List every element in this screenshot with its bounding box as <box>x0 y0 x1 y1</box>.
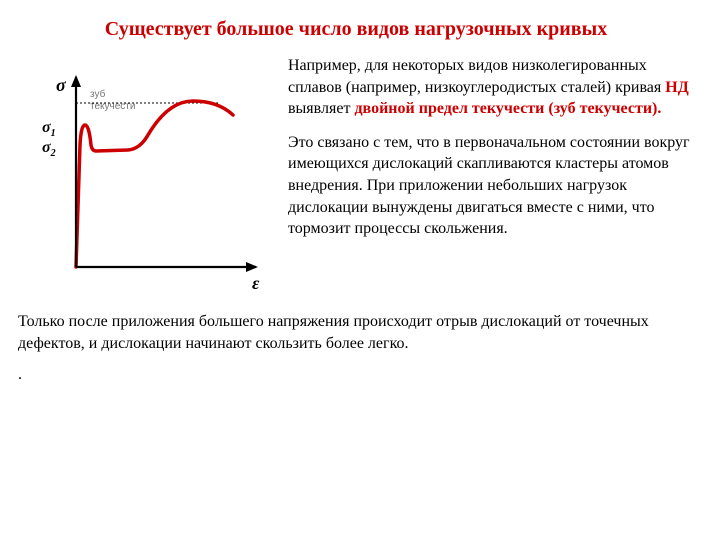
para1-mid: выявляет <box>288 100 354 117</box>
right-text-block: Например, для некоторых видов низколегир… <box>288 55 694 295</box>
paragraph-1: Например, для некоторых видов низколегир… <box>288 55 694 120</box>
svg-text:σ1: σ1 <box>42 119 56 139</box>
svg-text:текучести: текучести <box>90 101 135 112</box>
svg-text:ε: ε <box>252 273 260 293</box>
top-row: σ ε σ1σ2 зубтекучести Например, для некотор… <box>18 55 694 295</box>
paragraph-3: Только после приложения большего напряже… <box>18 311 694 354</box>
para1-nd: НД <box>665 79 688 96</box>
bottom-text-block: Только после приложения большего напряже… <box>18 311 694 386</box>
para1-tooth: двойной предел текучести (зуб текучести)… <box>354 100 661 117</box>
svg-text:σ: σ <box>56 75 67 95</box>
slide-title: Существует большое число видов нагрузочн… <box>18 18 694 41</box>
svg-text:σ2: σ2 <box>42 139 56 159</box>
trailing-dot: . <box>18 364 694 386</box>
para1-pre: Например, для некоторых видов низколегир… <box>288 57 665 96</box>
stress-strain-chart: σ ε σ1σ2 зубтекучести <box>18 55 278 295</box>
svg-text:зуб: зуб <box>90 88 106 100</box>
paragraph-2: Это связано с тем, что в первоначальном … <box>288 132 694 240</box>
